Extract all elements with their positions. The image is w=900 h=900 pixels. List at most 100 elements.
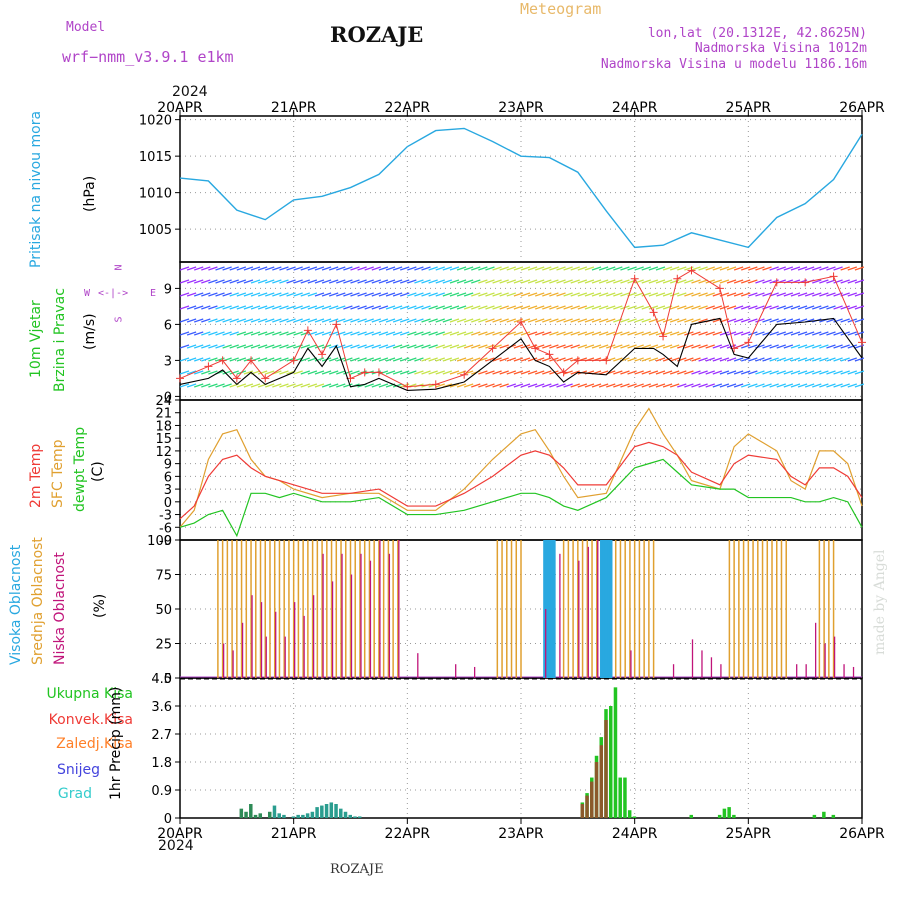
precip-bar: [822, 811, 826, 818]
wind-arrow: [336, 344, 346, 349]
wind-arrow: [527, 305, 538, 310]
wind-arrow: [421, 279, 431, 284]
wind-arrow: [215, 383, 225, 388]
coords-text: lon,lat (20.1312E, 42.8625N): [647, 26, 867, 41]
wind-arrow: [321, 344, 332, 349]
y-tick-label: 1.8: [151, 756, 172, 771]
wind-arrow: [179, 292, 190, 297]
wind-arrow: [286, 383, 296, 388]
wind-arrow: [563, 266, 573, 271]
wind-arrow: [279, 292, 289, 297]
wind-arrow: [641, 279, 651, 284]
wind-gust-marker: [545, 350, 554, 359]
wind-arrow: [549, 370, 559, 375]
wind-arrow: [854, 305, 865, 310]
wind-arrow: [392, 344, 403, 349]
model-elevation-text: Nadmorska Visina u modelu 1186.16m: [600, 57, 867, 72]
wind-arrow: [350, 266, 360, 271]
wind-arrow: [641, 344, 651, 349]
wind-arrow: [314, 318, 325, 323]
y-tick-label: 75: [155, 569, 172, 584]
precip-bar: [831, 814, 836, 818]
wind-arrow: [634, 370, 644, 375]
wind-arrow: [236, 331, 247, 336]
wind-arrow: [350, 279, 360, 284]
wind-arrow: [584, 344, 595, 349]
wind-arrow: [364, 318, 374, 323]
wind-arrow: [705, 344, 715, 349]
wind-arrow: [812, 266, 822, 271]
wind-arrow: [421, 357, 431, 362]
wind-arrow: [641, 292, 651, 297]
wind-arrow: [435, 357, 445, 362]
wind-arrow: [698, 279, 708, 284]
y-tick-label: 0: [164, 496, 172, 511]
wind-arrow: [307, 279, 318, 284]
wind-arrow: [307, 318, 318, 323]
wind-arrow: [343, 357, 353, 362]
precip-bar-conv: [590, 781, 594, 818]
wind-arrow: [520, 305, 531, 310]
wind-arrow: [748, 266, 758, 271]
wind-arrow: [698, 331, 708, 336]
wind-arrow: [691, 318, 701, 323]
wind-arrow: [343, 383, 353, 388]
wind-arrow: [428, 266, 438, 271]
precip-bar: [272, 805, 277, 818]
wind-arrow: [584, 292, 595, 297]
wind-arrow: [506, 279, 516, 284]
wind-arrow: [769, 318, 779, 323]
wind-arrow: [378, 279, 389, 284]
wind-arrow: [684, 305, 694, 310]
x-tick-label-top: 22APR: [385, 100, 431, 116]
wind-arrow: [669, 344, 680, 349]
y-tick-label: 4.5: [151, 672, 172, 687]
wind-arrow: [840, 318, 850, 323]
elevation-text: Nadmorska Visina 1012m: [694, 41, 867, 56]
wind-gust-marker: [772, 278, 781, 287]
wind-arrow: [819, 370, 829, 375]
wind-arrow: [478, 318, 488, 323]
wind-arrow: [691, 305, 701, 310]
wind-arrow: [343, 331, 353, 336]
wind-arrow: [591, 344, 602, 349]
wind-arrow: [272, 292, 282, 297]
wind-arrow: [407, 357, 417, 362]
precip-bar: [618, 777, 622, 818]
wind-arrow: [641, 266, 651, 271]
wind-arrow: [691, 383, 701, 388]
wind-arrow: [463, 292, 474, 297]
wind-arrow: [748, 305, 758, 310]
wind-arrow: [748, 318, 758, 323]
wind-arrow: [719, 331, 730, 336]
wind-arrow: [485, 305, 495, 310]
wind-arrow: [634, 331, 644, 336]
compass-e: E: [150, 288, 157, 299]
wind-arrow: [201, 383, 211, 388]
wind-arrow: [613, 292, 623, 297]
wind-arrow: [527, 331, 538, 336]
wind-arrow: [265, 370, 275, 375]
wind-arrow: [513, 266, 524, 271]
wind-arrow: [613, 383, 623, 388]
wind-gust-marker: [176, 374, 184, 383]
wind-arrow: [364, 292, 374, 297]
wind-arrow: [542, 292, 552, 297]
wind-gust-marker: [673, 274, 682, 283]
wind-arrow: [620, 383, 630, 388]
wind-arrows-layer: [179, 266, 865, 388]
wind-arrow: [591, 279, 602, 284]
wind-arrow: [492, 279, 502, 284]
wind-arrow: [279, 331, 289, 336]
wind-arrow: [229, 357, 239, 362]
wind-arrow: [463, 344, 474, 349]
wind-arrow: [435, 266, 445, 271]
wind-arrow: [307, 344, 318, 349]
wind-arrow: [314, 344, 325, 349]
wind-arrow: [662, 318, 673, 323]
wind-arrow: [549, 344, 559, 349]
wind-arrow: [392, 305, 403, 310]
wind-arrow: [819, 344, 829, 349]
wind-arrow: [201, 370, 211, 375]
wind-arrow: [328, 331, 339, 336]
